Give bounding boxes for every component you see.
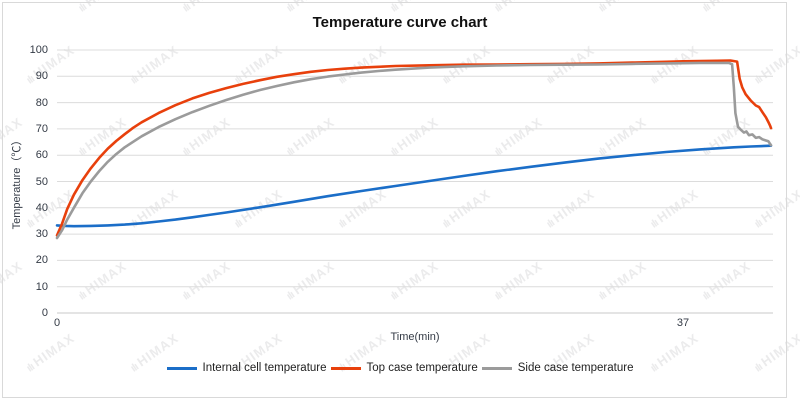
y-tick-label: 80 bbox=[35, 96, 48, 109]
y-tick-label: 40 bbox=[35, 201, 48, 214]
y-tick-label: 60 bbox=[35, 149, 48, 162]
legend: Internal cell temperature Top case temper… bbox=[0, 362, 800, 374]
x-axis-title: Time(min) bbox=[390, 331, 440, 343]
legend-label: Top case temperature bbox=[366, 362, 478, 374]
y-tick-label: 100 bbox=[29, 44, 48, 56]
legend-line-swatch bbox=[166, 366, 197, 370]
y-tick-label: 70 bbox=[35, 122, 48, 135]
y-tick-label: 20 bbox=[35, 254, 48, 267]
legend-line-swatch bbox=[481, 366, 512, 370]
y-tick-label: 90 bbox=[35, 70, 48, 83]
y-tick-label: 10 bbox=[35, 280, 48, 293]
legend-label: Side case temperature bbox=[517, 362, 634, 374]
legend-item[interactable]: Top case temperature bbox=[330, 362, 478, 374]
y-tick-label: 30 bbox=[35, 228, 48, 241]
y-tick-label: 50 bbox=[35, 175, 48, 188]
chart-title: Temperature curve chart bbox=[312, 14, 488, 31]
legend-label: Internal cell temperature bbox=[202, 362, 327, 374]
legend-item[interactable]: Internal cell temperature bbox=[166, 362, 327, 374]
x-tick-label: 0 bbox=[53, 317, 61, 329]
legend-line-swatch bbox=[330, 366, 361, 370]
legend-item[interactable]: Side case temperature bbox=[481, 362, 634, 374]
y-tick-label: 0 bbox=[41, 307, 48, 319]
series-line[interactable] bbox=[55, 61, 773, 240]
x-tick-label: 37 bbox=[676, 317, 690, 329]
series-line[interactable] bbox=[55, 144, 773, 228]
series-line[interactable] bbox=[55, 59, 773, 237]
